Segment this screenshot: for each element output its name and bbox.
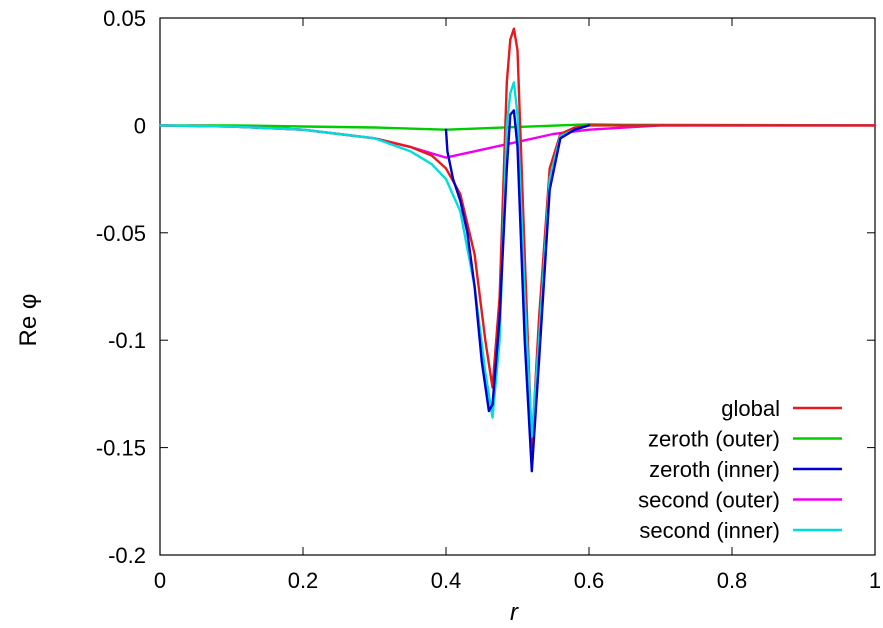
legend-label: zeroth (outer) <box>648 427 780 452</box>
axis-ticks: 0 0.2 0.4 0.6 0.8 1 0.05 0 -0.05 -0.1 -0.15 -0.2 <box>96 6 881 593</box>
x-tick-label: 0.6 <box>574 568 605 593</box>
plot-area-border <box>159 17 876 556</box>
y-tick-label: -0.1 <box>108 328 146 353</box>
x-axis-title: r <box>510 599 519 626</box>
y-tick-label: -0.2 <box>108 543 146 568</box>
legend-label: second (outer) <box>638 488 780 513</box>
plot-frame <box>159 17 876 556</box>
legend-label: global <box>721 396 780 421</box>
legend-label: second (inner) <box>639 518 780 543</box>
series-line-zeroth-inner <box>444 109 591 473</box>
y-tick-label: -0.05 <box>96 221 146 246</box>
y-tick-label: 0.05 <box>103 6 146 31</box>
y-tick-label: -0.15 <box>96 436 146 461</box>
series-line-global <box>158 27 877 449</box>
x-tick-label: 0 <box>154 568 166 593</box>
x-tick-label: 1 <box>869 568 881 593</box>
x-tick-label: 0.2 <box>288 568 319 593</box>
legend: global zeroth (outer) zeroth (inner) second… <box>638 396 842 543</box>
y-axis-title: Re φ <box>15 294 42 347</box>
series-lines <box>158 27 877 473</box>
y-tick-label: 0 <box>134 113 146 138</box>
x-tick-label: 0.8 <box>717 568 748 593</box>
x-tick-label: 0.4 <box>431 568 462 593</box>
legend-label: zeroth (inner) <box>649 457 780 482</box>
